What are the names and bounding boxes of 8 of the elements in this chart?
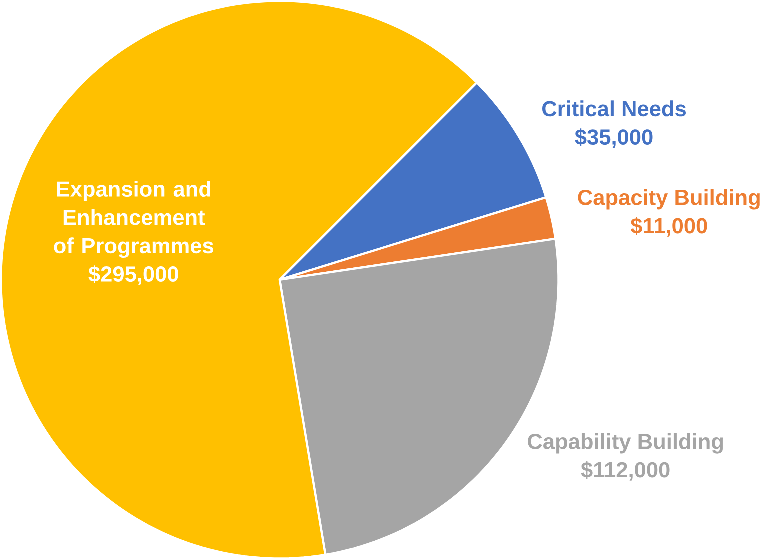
data-label: $11,000: [630, 217, 708, 237]
slice-label: Critical Needs: [542, 100, 686, 117]
data-label: $35,000: [575, 128, 653, 148]
slice-label: Expansion and Enhancement of Programmes: [54, 181, 214, 258]
data-label: $112,000: [581, 461, 670, 481]
slice-label: Capacity Building: [578, 189, 760, 210]
slice-label: Capability Building: [528, 434, 724, 454]
data-label: $295,000: [88, 266, 178, 286]
